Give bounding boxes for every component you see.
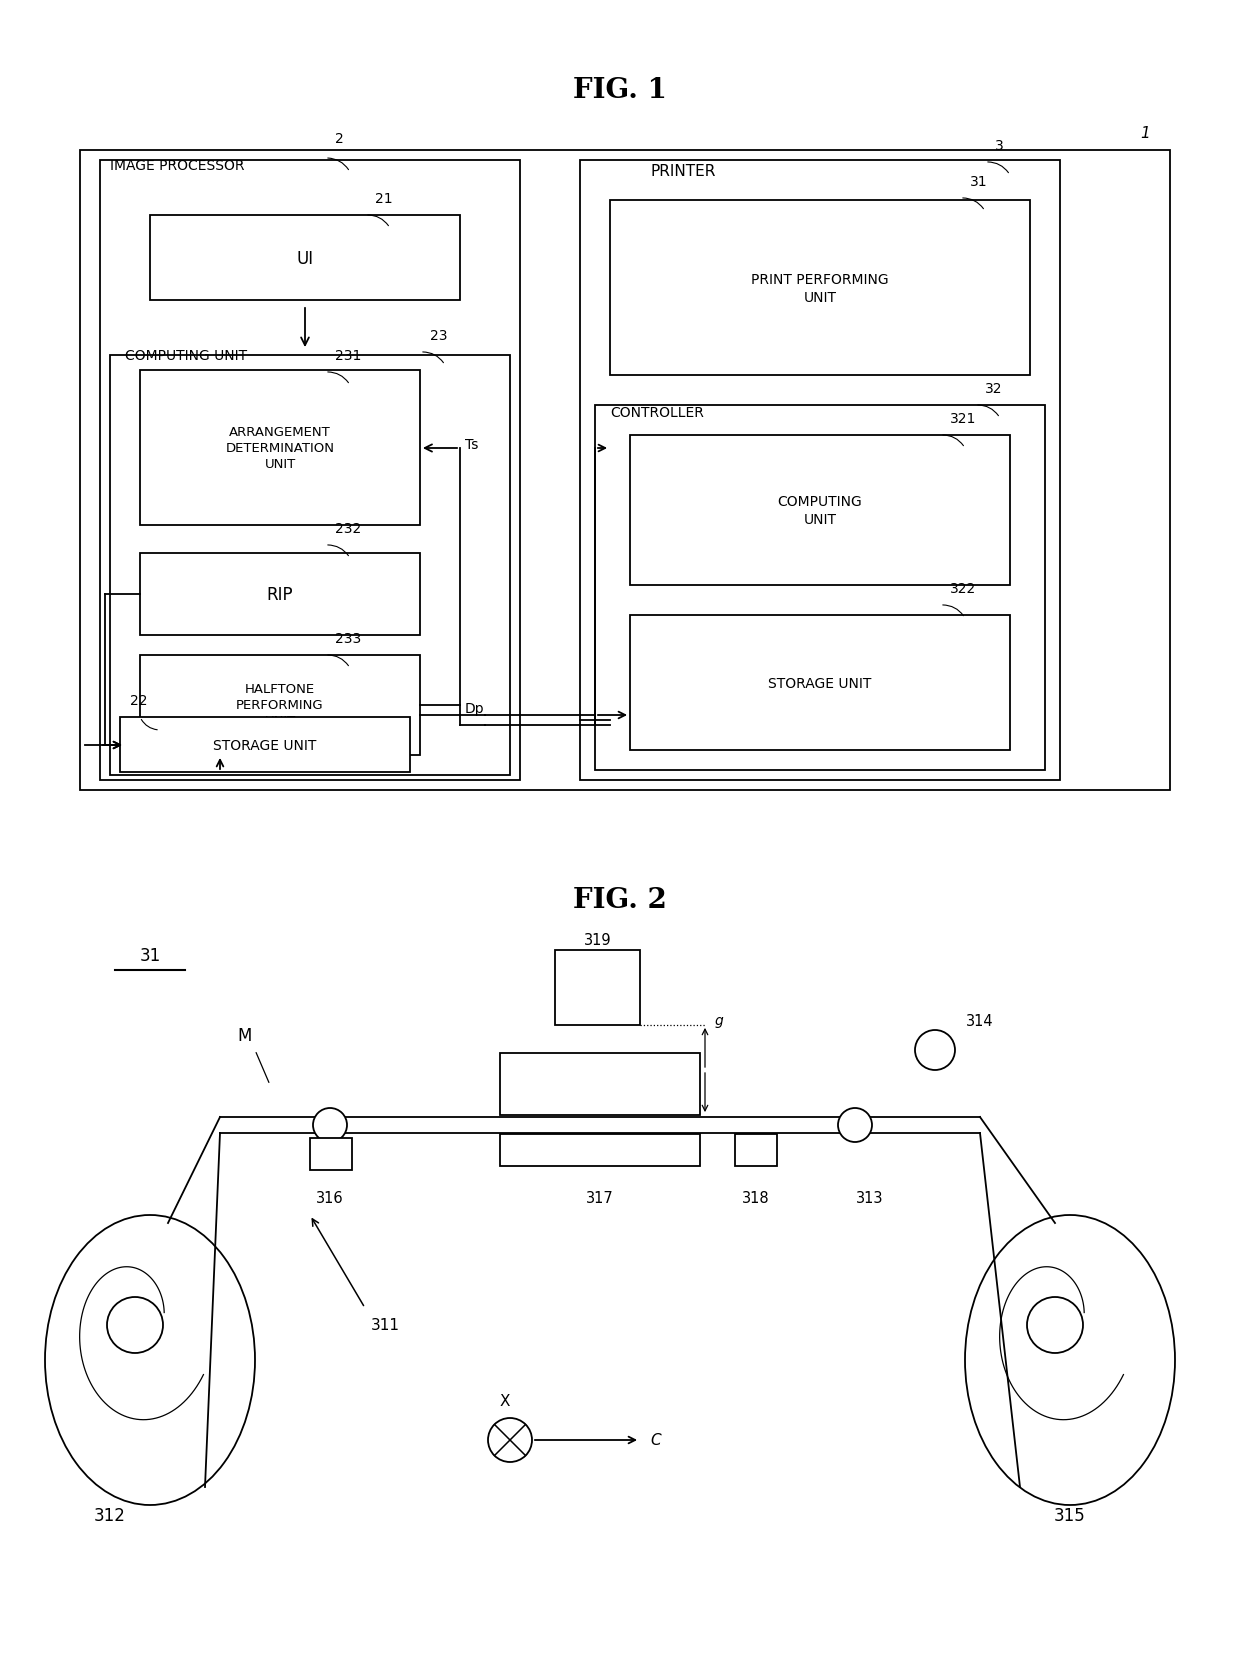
- Bar: [140, 371, 420, 526]
- Text: X: X: [500, 1393, 510, 1408]
- Text: HALFTONE
PERFORMING
UNIT: HALFTONE PERFORMING UNIT: [236, 684, 324, 727]
- Text: PRINTER: PRINTER: [650, 163, 715, 178]
- Bar: [100, 161, 520, 781]
- Bar: [735, 1134, 777, 1166]
- Text: 31: 31: [139, 946, 161, 964]
- Circle shape: [312, 1109, 347, 1142]
- Text: PRINT PERFORMING
UNIT: PRINT PERFORMING UNIT: [751, 274, 889, 304]
- Circle shape: [915, 1030, 955, 1070]
- Bar: [140, 554, 420, 635]
- Bar: [610, 202, 1030, 376]
- Text: UI: UI: [296, 250, 314, 267]
- Bar: [110, 356, 510, 776]
- Bar: [580, 161, 1060, 781]
- Text: 233: 233: [335, 632, 361, 645]
- Text: M: M: [238, 1026, 252, 1045]
- Text: 312: 312: [94, 1505, 126, 1524]
- Text: ARRANGEMENT
DETERMINATION
UNIT: ARRANGEMENT DETERMINATION UNIT: [226, 427, 335, 470]
- Text: 321: 321: [950, 412, 976, 425]
- Text: 311: 311: [371, 1317, 399, 1332]
- Text: 21: 21: [374, 192, 393, 207]
- Text: Dp: Dp: [465, 702, 485, 716]
- Text: 31: 31: [970, 175, 987, 188]
- Text: 317: 317: [587, 1191, 614, 1206]
- Text: CONTROLLER: CONTROLLER: [610, 407, 704, 420]
- Text: Ts: Ts: [465, 438, 479, 452]
- Bar: [150, 215, 460, 301]
- Text: STORAGE UNIT: STORAGE UNIT: [213, 739, 316, 753]
- Text: 313: 313: [857, 1191, 884, 1206]
- Text: 319: 319: [584, 932, 611, 948]
- Text: 22: 22: [130, 694, 148, 707]
- Bar: [81, 151, 1171, 791]
- Text: 32: 32: [985, 381, 1002, 396]
- Text: 2: 2: [335, 133, 343, 146]
- Bar: [595, 407, 1045, 771]
- Bar: [120, 717, 410, 773]
- Bar: [500, 1134, 701, 1166]
- Bar: [500, 1053, 701, 1116]
- Text: 316: 316: [316, 1191, 343, 1206]
- Text: IMAGE PROCESSOR: IMAGE PROCESSOR: [110, 160, 244, 173]
- Text: FIG. 2: FIG. 2: [573, 887, 667, 914]
- Text: COMPUTING
UNIT: COMPUTING UNIT: [777, 496, 862, 526]
- Text: 3: 3: [994, 139, 1003, 153]
- Circle shape: [838, 1109, 872, 1142]
- Text: 315: 315: [1054, 1505, 1086, 1524]
- Bar: [556, 951, 640, 1025]
- Text: g: g: [715, 1013, 724, 1028]
- Bar: [310, 1139, 352, 1171]
- Text: 23: 23: [430, 329, 448, 343]
- Text: 314: 314: [966, 1013, 993, 1028]
- Text: RIP: RIP: [267, 586, 294, 603]
- Text: FIG. 1: FIG. 1: [573, 77, 667, 104]
- Bar: [630, 435, 1011, 586]
- Bar: [140, 655, 420, 756]
- Text: 1: 1: [1140, 126, 1149, 141]
- Text: 318: 318: [743, 1191, 770, 1206]
- Bar: [630, 615, 1011, 751]
- Text: C: C: [650, 1433, 661, 1448]
- Text: 232: 232: [335, 522, 361, 536]
- Text: 322: 322: [950, 581, 976, 596]
- Text: STORAGE UNIT: STORAGE UNIT: [769, 677, 872, 690]
- Text: COMPUTING UNIT: COMPUTING UNIT: [125, 349, 247, 363]
- Text: 231: 231: [335, 349, 361, 363]
